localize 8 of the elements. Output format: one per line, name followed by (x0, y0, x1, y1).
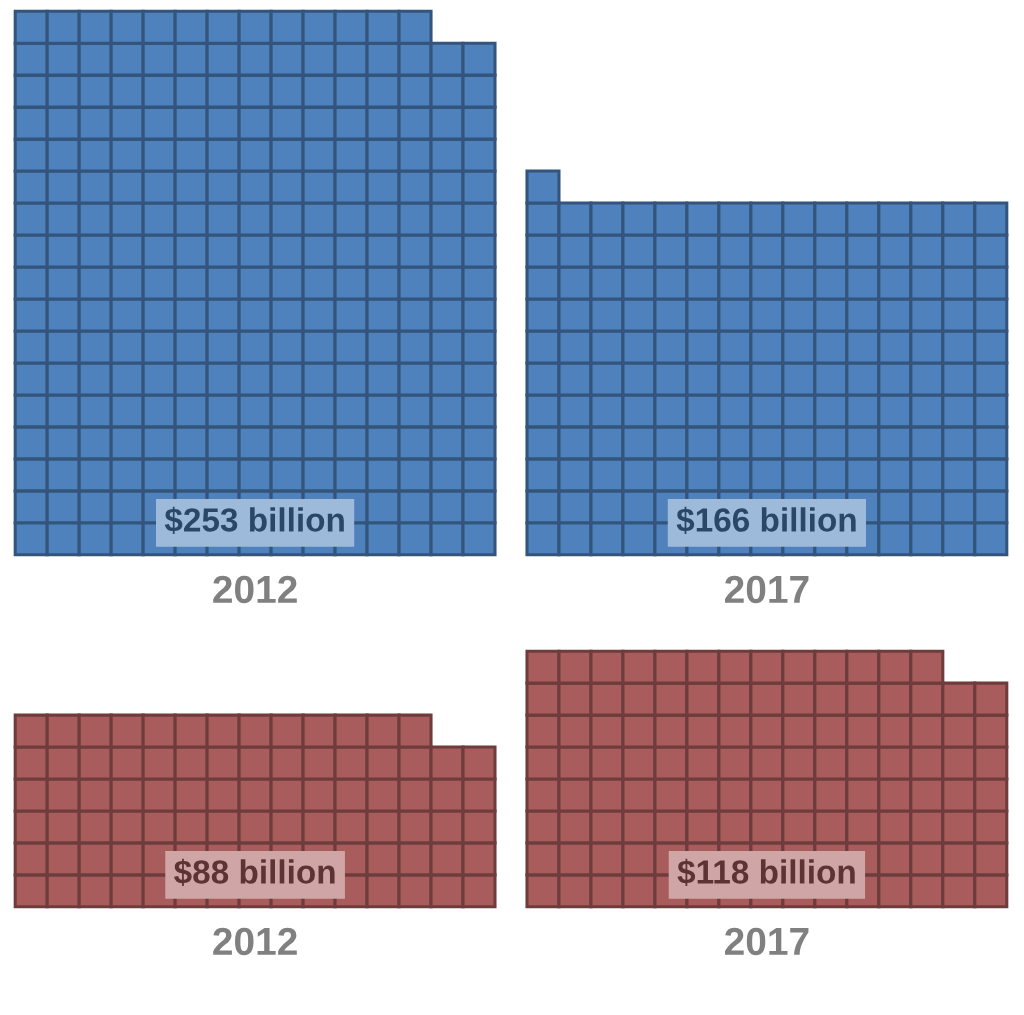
data-label: $118 billion (677, 858, 855, 886)
data-label: $88 billion (174, 858, 335, 886)
data-label: $166 billion (676, 506, 856, 534)
category-label: 2017 (724, 575, 809, 604)
category-label: 2012 (213, 927, 297, 956)
data-label: $253 billion (164, 506, 344, 534)
category-label: 2017 (724, 927, 809, 956)
category-label: 2012 (213, 575, 297, 604)
